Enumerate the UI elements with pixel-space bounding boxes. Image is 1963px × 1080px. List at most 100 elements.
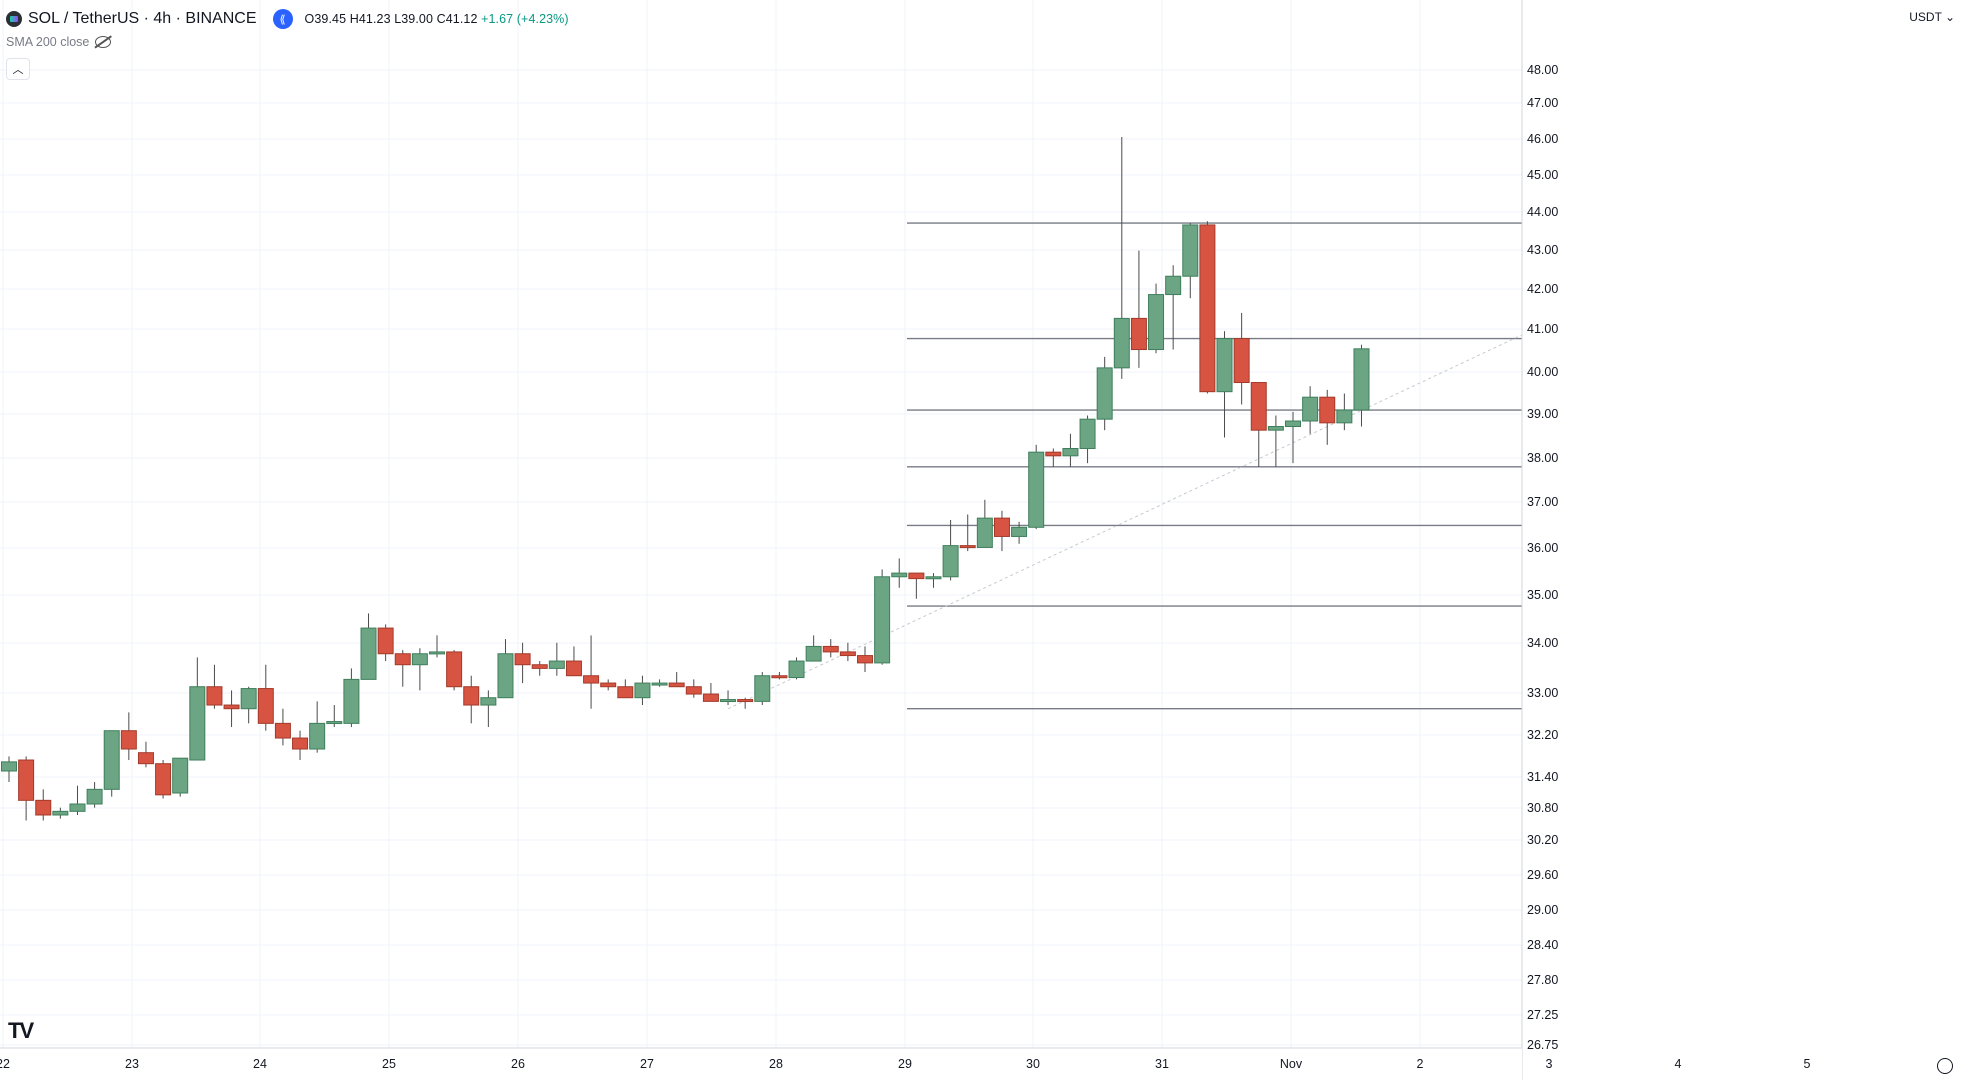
- price-tick-label: 35.00: [1527, 588, 1558, 602]
- candle-body: [463, 686, 480, 706]
- price-axis-background: [1522, 0, 1963, 1080]
- candle-body: [1319, 396, 1336, 424]
- candle-body: [292, 737, 309, 750]
- candle-body: [1062, 447, 1079, 457]
- candle-body: [1285, 420, 1301, 428]
- price-tick-label: 45.00: [1527, 168, 1558, 182]
- candle-body: [822, 645, 839, 653]
- time-tick-label: 22: [0, 1057, 10, 1071]
- time-axis[interactable]: 22232425262728293031Nov2345: [0, 1047, 1811, 1080]
- time-tick-label: 26: [511, 1057, 525, 1071]
- candle-body: [976, 517, 993, 548]
- candle-body: [377, 627, 394, 655]
- candle-body: [1079, 418, 1096, 449]
- candle-body: [35, 799, 52, 816]
- price-tick-label: 34.00: [1527, 636, 1558, 650]
- candle-body: [737, 699, 754, 703]
- candle-body: [720, 699, 737, 703]
- time-tick-label: 28: [769, 1057, 783, 1071]
- eye-hidden-icon[interactable]: [95, 36, 112, 48]
- candle-body: [702, 693, 719, 702]
- price-axis[interactable]: 48.00 47.00 46.00 45.00 44.00 43.00 42.00 41.00…: [1521, 0, 1963, 1080]
- candle-body: [514, 653, 531, 666]
- nav-arrows-icon[interactable]: ⟪: [272, 9, 293, 29]
- time-tick-label: 27: [640, 1057, 654, 1071]
- currency-label[interactable]: USDT: [1909, 10, 1942, 24]
- candle-body: [1216, 338, 1233, 393]
- candle-body: [668, 682, 685, 688]
- time-axis-background: [0, 1048, 1522, 1080]
- ohlc-prefix: O39.45 H41.23 L39.00 C41.12: [304, 12, 478, 26]
- candle-body: [1336, 409, 1353, 424]
- candle-body: [805, 645, 822, 662]
- candle-body: [651, 682, 668, 686]
- price-tick-label: 48.00: [1527, 63, 1558, 77]
- indicator-legend[interactable]: SMA 200 close: [6, 35, 112, 49]
- candle-body: [1302, 396, 1319, 422]
- price-tick-label: 29.60: [1527, 868, 1558, 882]
- price-tick-label: 27.80: [1527, 973, 1558, 987]
- price-tick-label: 39.00: [1527, 407, 1558, 421]
- candle-body: [1233, 338, 1250, 384]
- candle-body: [1130, 317, 1147, 351]
- candle-body: [685, 686, 702, 695]
- candle-body: [309, 722, 326, 750]
- price-tick-label: 28.40: [1527, 938, 1558, 952]
- price-tick-label: 38.00: [1527, 451, 1558, 465]
- time-tick-label: 23: [125, 1057, 139, 1071]
- indicator-label[interactable]: SMA 200 close: [6, 35, 90, 49]
- candle-body: [565, 660, 582, 677]
- candle-body: [343, 678, 360, 724]
- candle-body: [1113, 317, 1130, 369]
- candle-body: [274, 722, 291, 739]
- candle-body: [394, 653, 411, 666]
- price-tick-label: 32.20: [1527, 728, 1558, 742]
- time-tick-label: 31: [1155, 1057, 1169, 1071]
- price-tick-label: 46.00: [1527, 132, 1558, 146]
- candle-body: [993, 517, 1010, 537]
- candle-body: [360, 627, 377, 680]
- price-tick-label: 29.00: [1527, 903, 1558, 917]
- candle-body: [189, 686, 206, 761]
- candle-body: [548, 660, 565, 669]
- candle-body: [103, 730, 120, 790]
- price-tick-label: 40.00: [1527, 365, 1558, 379]
- price-tick-label: 44.00: [1527, 205, 1558, 219]
- candle-body: [874, 576, 891, 664]
- candle-body: [52, 810, 69, 816]
- candle-body: [1148, 294, 1165, 351]
- price-tick-label: 42.00: [1527, 282, 1558, 296]
- price-tick-label: 30.80: [1527, 801, 1558, 815]
- candle-body: [446, 651, 463, 688]
- price-tick-label: 27.25: [1527, 1008, 1558, 1022]
- price-tick-label: 37.00: [1527, 495, 1558, 509]
- chevron-up-icon[interactable]: ︿: [6, 58, 30, 80]
- candle-body: [480, 697, 497, 706]
- time-tick-label: 24: [253, 1057, 267, 1071]
- time-tick-label: 25: [382, 1057, 396, 1071]
- candle-body: [155, 763, 172, 796]
- settings-icon[interactable]: [1937, 1058, 1953, 1074]
- ohlc-values: O39.45 H41.23 L39.00 C41.12 +1.67 (+4.23…: [305, 12, 569, 26]
- tradingview-logo-icon: TV: [8, 1018, 34, 1043]
- candle-body: [1267, 426, 1284, 431]
- symbol-header[interactable]: SOL / TetherUS · 4h · BINANCE ⟪ O39.45 H…: [6, 8, 569, 30]
- candle-body: [857, 655, 873, 664]
- candle-body: [959, 545, 976, 549]
- time-tick-label: 2: [1417, 1057, 1424, 1071]
- candle-body: [925, 576, 942, 580]
- candle-body: [531, 664, 548, 669]
- candle-body: [1353, 348, 1370, 411]
- candlestick-series: [1, 136, 1370, 821]
- symbol-title[interactable]: SOL / TetherUS · 4h · BINANCE: [28, 10, 257, 27]
- candle-body: [908, 572, 925, 580]
- currency-selector[interactable]: USDT ⌄: [1909, 10, 1955, 24]
- candle-body: [1182, 224, 1199, 277]
- candle-body: [634, 682, 651, 699]
- candle-body: [1, 761, 17, 772]
- candle-body: [411, 653, 428, 666]
- candle-body: [326, 721, 343, 725]
- ohlc-change: +1.67 (+4.23%): [481, 12, 569, 26]
- candle-body: [137, 752, 154, 765]
